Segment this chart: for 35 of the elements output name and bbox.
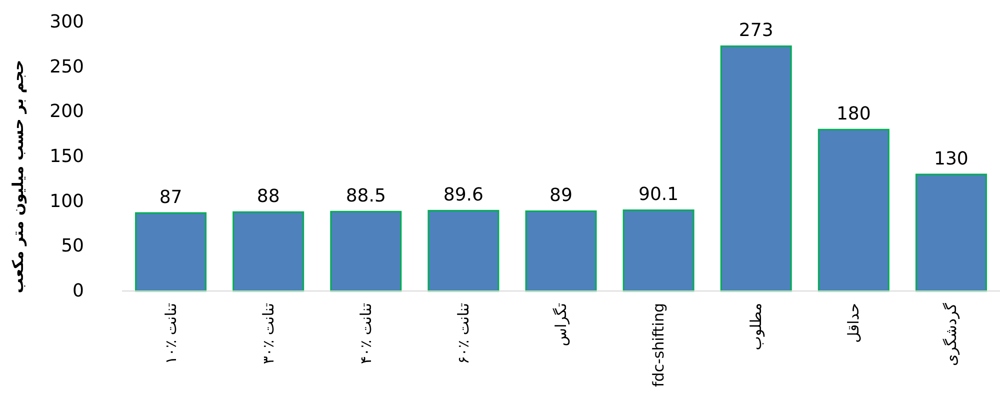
- bar: [622, 209, 694, 292]
- data-label: 180: [836, 104, 871, 125]
- y-tick-label: 250: [50, 56, 84, 78]
- bar: [135, 212, 207, 292]
- y-tick-label: 0: [72, 280, 84, 302]
- x-tick-label: تنانت ٪۶۰: [454, 303, 472, 364]
- data-label: 88: [256, 186, 280, 208]
- x-tick-label: تنانت ٪۴۰: [356, 303, 375, 364]
- x-tick-label: تنانت ٪۱۰: [162, 303, 180, 364]
- bar: [428, 210, 500, 292]
- data-label: 89: [550, 185, 572, 206]
- bar: [915, 174, 987, 292]
- data-label: 90.1: [638, 184, 679, 206]
- data-label: 89.6: [443, 184, 484, 206]
- bar: [720, 45, 792, 292]
- x-tick-label: مطلوب: [747, 303, 766, 350]
- y-tick-label: 200: [50, 101, 84, 122]
- data-label: 88.5: [346, 186, 386, 207]
- bar: [330, 210, 402, 292]
- x-tick-label: گردشگری: [942, 302, 960, 366]
- x-tick-label: تنانت ٪۳۰: [259, 303, 278, 364]
- y-tick-label: 50: [61, 236, 84, 257]
- data-label: 273: [738, 20, 774, 42]
- bar: [818, 128, 890, 292]
- y-tick-label: 300: [50, 12, 84, 32]
- data-label: 87: [159, 186, 182, 208]
- x-tick-label: تگراس: [552, 303, 570, 346]
- y-tick-label: 150: [50, 146, 84, 167]
- bar: [232, 211, 304, 292]
- y-axis-title: حجم بر حسب میلیون متر مکعب: [9, 60, 27, 294]
- y-tick-label: 100: [50, 190, 84, 212]
- x-tick-label: حداقل: [844, 303, 863, 343]
- bar: [525, 210, 597, 292]
- x-tick-label: fdc-shifting: [650, 303, 668, 388]
- data-label: 130: [934, 148, 968, 170]
